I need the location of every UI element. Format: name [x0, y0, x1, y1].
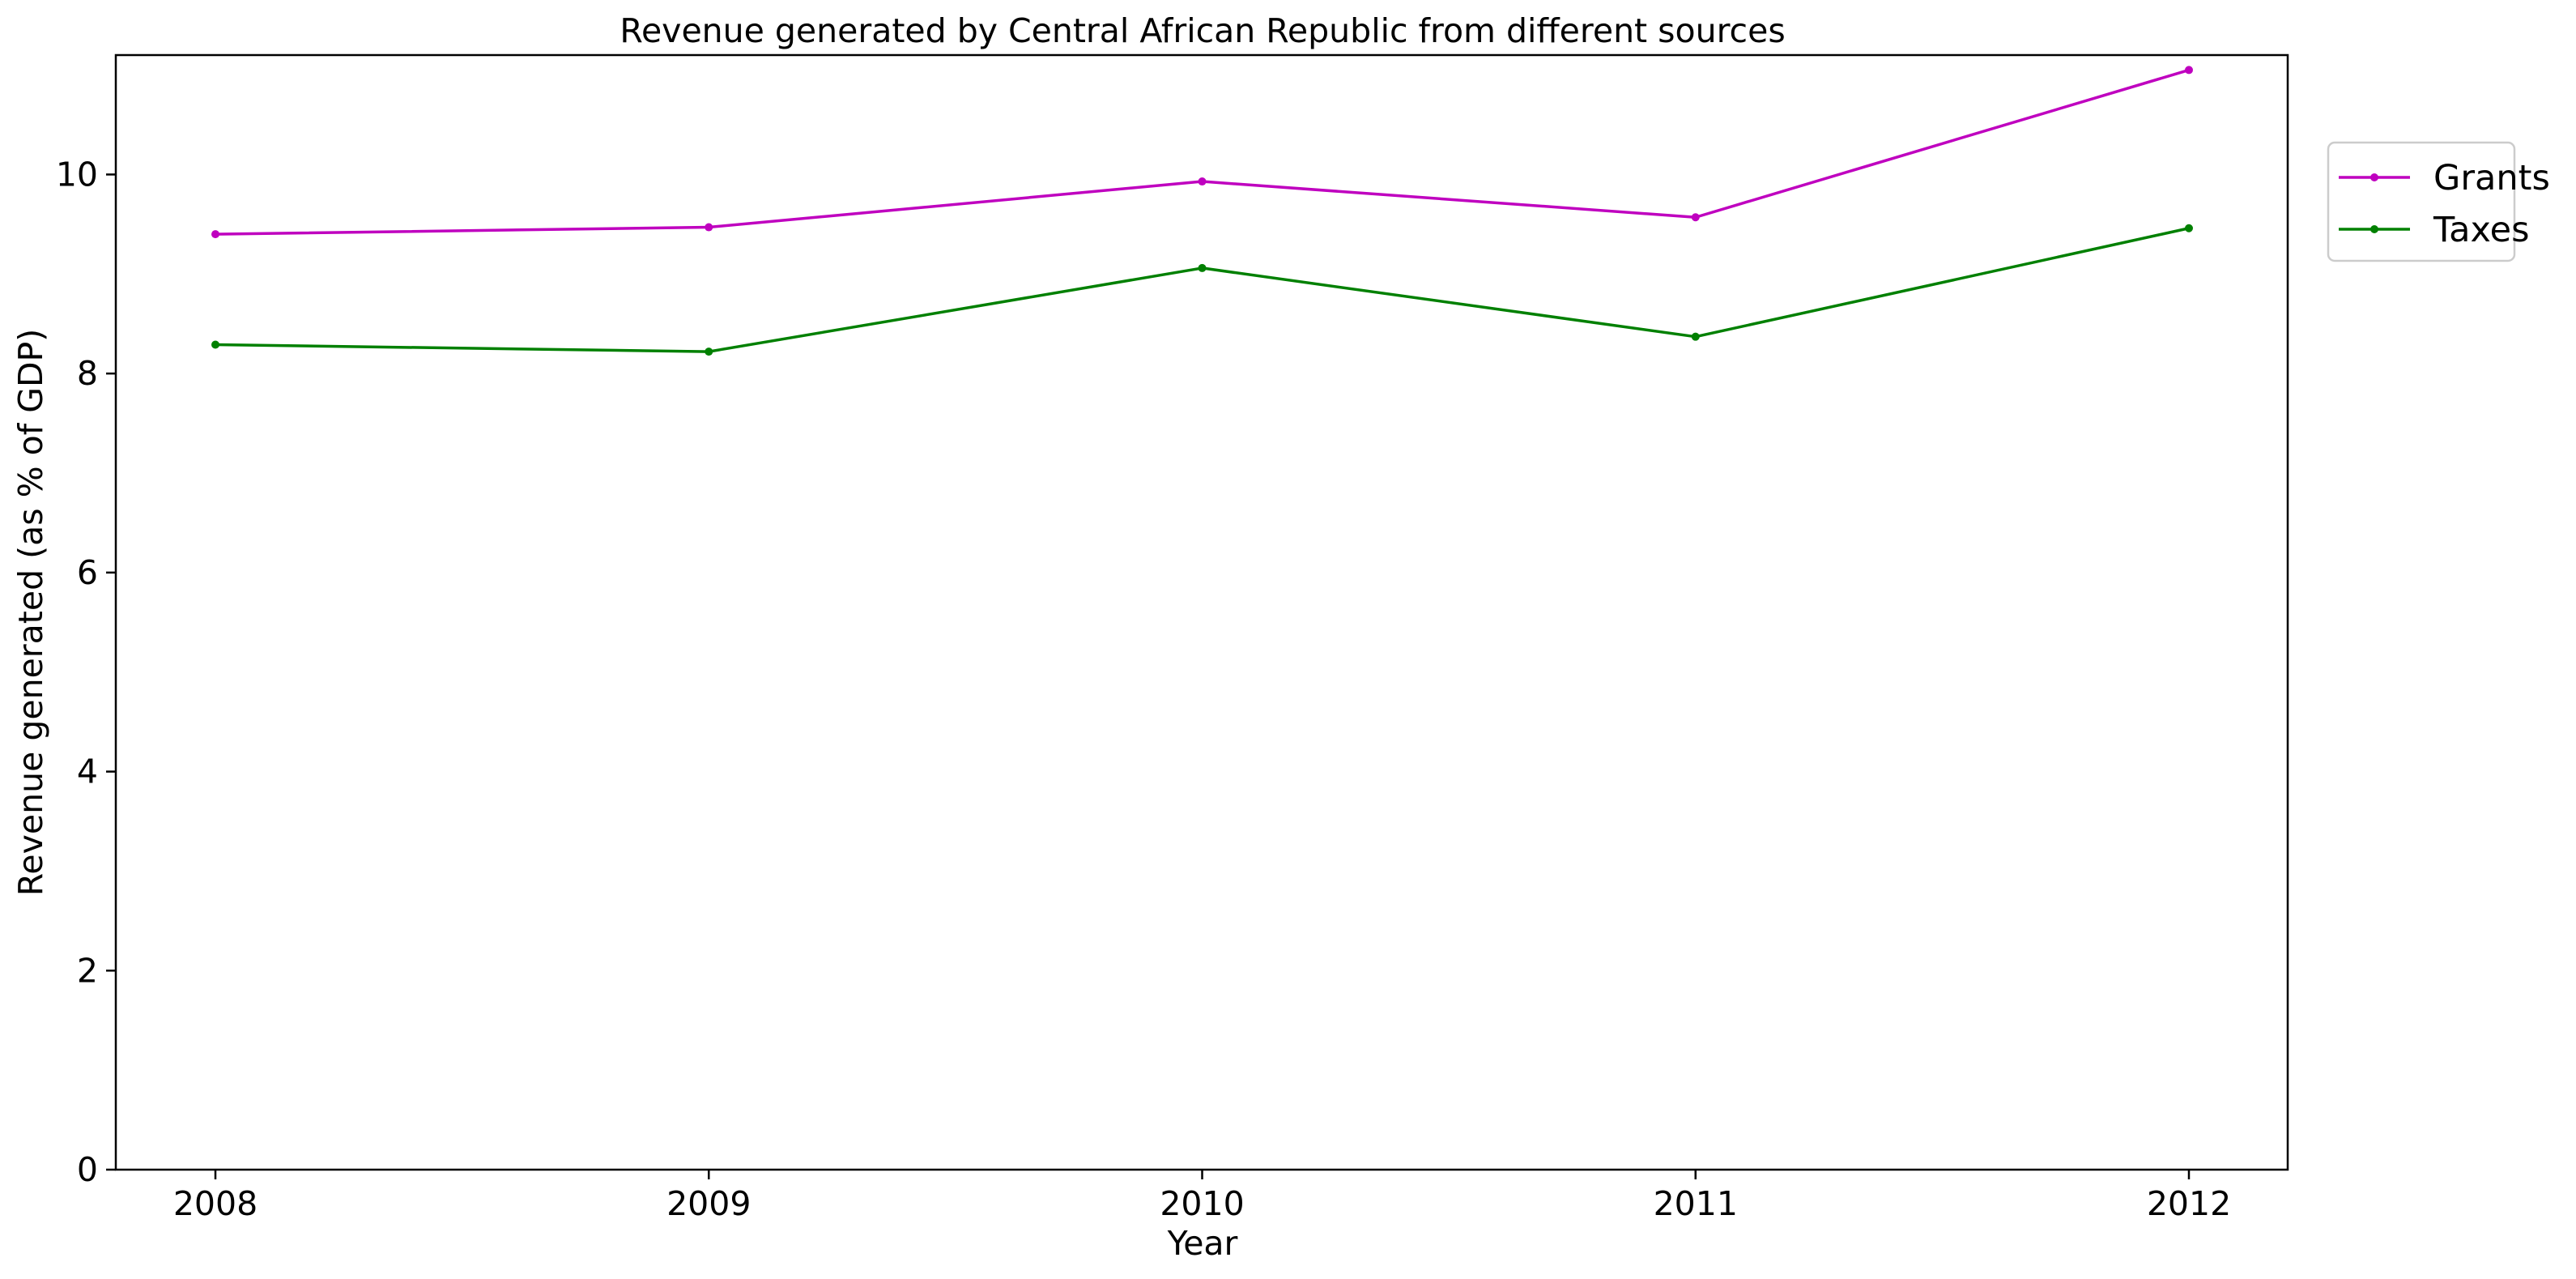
x-tick-label: 2012	[2147, 1184, 2231, 1223]
legend: Grants Taxes	[2327, 141, 2550, 262]
y-tick-label: 6	[77, 553, 98, 592]
legend-label-grants: Grants	[2433, 158, 2550, 198]
x-tick-label: 2009	[666, 1184, 751, 1223]
legend-label-taxes: Taxes	[2433, 210, 2529, 250]
series-layer	[211, 66, 2193, 356]
legend-marker-grants	[2370, 173, 2378, 181]
legend-marker-taxes	[2370, 225, 2378, 233]
data-point-grants	[211, 230, 219, 239]
y-tick-label: 10	[56, 155, 98, 194]
x-axis: 2008 2009 2010 2011 2012	[173, 1170, 2231, 1223]
series-line-grants	[215, 68, 2190, 236]
data-point-taxes	[211, 340, 219, 349]
data-point-taxes	[2185, 224, 2193, 232]
series-grants	[211, 66, 2193, 239]
y-axis: 0 2 4 6 8 10	[56, 155, 116, 1189]
plot-area	[114, 53, 2289, 1171]
data-point-taxes	[705, 347, 713, 356]
x-axis-label: Year	[1167, 1224, 1238, 1263]
plot-frame	[114, 53, 2289, 1171]
series-line-taxes	[215, 227, 2190, 353]
data-point-grants	[2185, 66, 2193, 75]
x-tick-label: 2008	[173, 1184, 258, 1223]
series-taxes	[211, 224, 2193, 356]
y-tick-label: 8	[77, 354, 98, 393]
data-point-grants	[1691, 213, 1700, 222]
data-point-taxes	[1691, 332, 1700, 341]
y-tick-label: 4	[77, 752, 98, 791]
x-tick-label: 2011	[1654, 1184, 1738, 1223]
data-point-grants	[1198, 177, 1207, 186]
y-axis-label: Revenue generated (as % of GDP)	[11, 329, 50, 897]
data-point-taxes	[1198, 263, 1207, 272]
y-tick-label: 2	[77, 951, 98, 990]
chart-title: Revenue generated by Central African Rep…	[620, 11, 1785, 50]
x-tick-label: 2010	[1160, 1184, 1244, 1223]
y-tick-label: 0	[77, 1150, 98, 1189]
data-point-grants	[705, 223, 713, 232]
